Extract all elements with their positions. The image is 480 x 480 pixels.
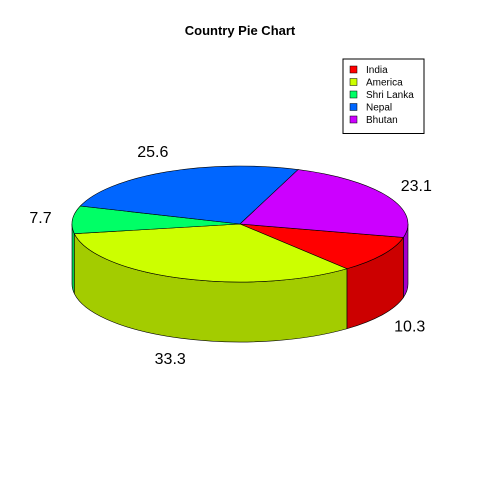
legend-label: Bhutan bbox=[366, 115, 398, 126]
slice-labels: 10.3 33.3 7.7 25.6 23.1 bbox=[29, 144, 432, 368]
pie-slice-nepal bbox=[79, 165, 299, 225]
legend-label: Shri Lanka bbox=[366, 90, 414, 101]
pie-slice-america bbox=[73, 223, 348, 283]
pie-slice-bhutan bbox=[239, 169, 409, 238]
legend-swatch bbox=[349, 115, 358, 124]
slice-label-america: 33.3 bbox=[155, 351, 186, 368]
legend-label: Nepal bbox=[366, 103, 392, 114]
slice-label-bhutan: 23.1 bbox=[401, 178, 432, 195]
legend-swatch bbox=[349, 103, 358, 111]
legend-swatch bbox=[349, 90, 358, 99]
slice-label-nepal: 25.6 bbox=[137, 144, 168, 161]
slice-label-shri-lanka: 7.7 bbox=[29, 210, 51, 227]
chart-title: Country Pie Chart bbox=[185, 23, 296, 38]
pie-side-shri-lanka bbox=[71, 223, 75, 294]
pie-3d bbox=[71, 165, 409, 343]
slice-label-india: 10.3 bbox=[394, 318, 425, 335]
legend-swatch bbox=[349, 65, 358, 74]
legend-label: India bbox=[366, 65, 388, 76]
pie-slice-india bbox=[239, 223, 404, 270]
legend-swatch bbox=[349, 78, 358, 86]
legend-label: America bbox=[366, 78, 403, 89]
